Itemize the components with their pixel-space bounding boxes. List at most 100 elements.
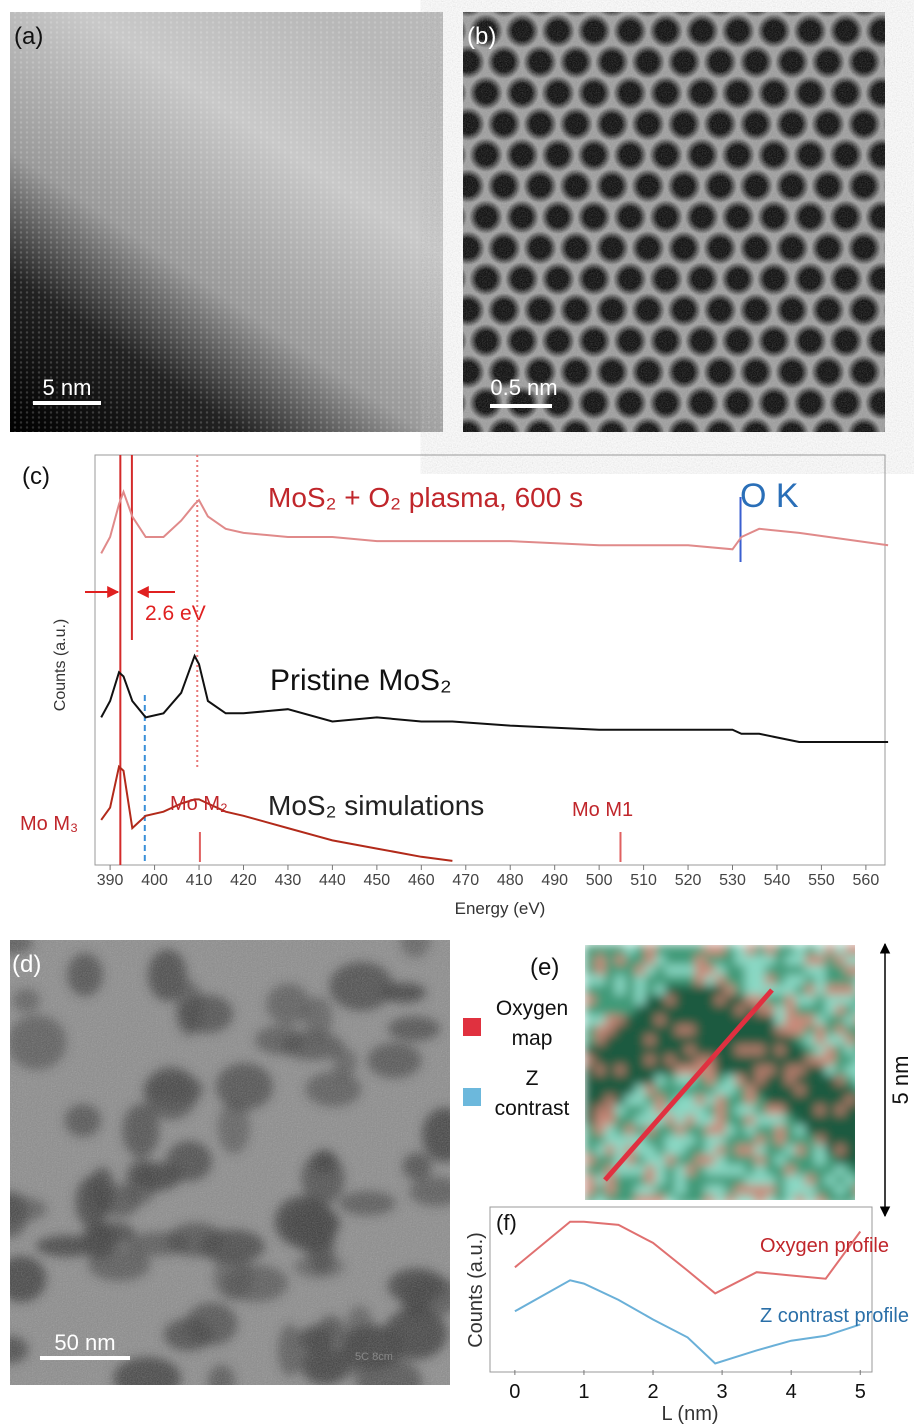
plot-frame bbox=[490, 1207, 872, 1372]
map-pixel bbox=[615, 1075, 625, 1085]
map-pixel bbox=[705, 1135, 715, 1145]
map-pixel bbox=[715, 1085, 725, 1095]
map-pixel bbox=[605, 965, 615, 975]
map-pixel bbox=[835, 1015, 845, 1025]
map-pixel bbox=[695, 1015, 705, 1025]
map-pixel bbox=[635, 965, 645, 975]
map-pixel bbox=[645, 1035, 655, 1045]
map-pixel bbox=[835, 1065, 845, 1075]
map-pixel bbox=[635, 1085, 645, 1095]
map-pixel bbox=[775, 1055, 785, 1065]
map-pixel bbox=[805, 985, 815, 995]
map-pixel bbox=[765, 1145, 775, 1155]
map-pixel bbox=[625, 1185, 635, 1195]
map-pixel bbox=[825, 1175, 835, 1185]
map-pixel bbox=[745, 965, 755, 975]
map-pixel bbox=[595, 1035, 605, 1045]
map-pixel bbox=[625, 1005, 635, 1015]
map-pixel bbox=[595, 1165, 605, 1175]
map-pixel bbox=[765, 1105, 775, 1115]
image-e bbox=[585, 945, 865, 1205]
map-pixel bbox=[835, 1005, 845, 1015]
map-pixel bbox=[585, 1175, 595, 1185]
map-pixel bbox=[845, 1185, 855, 1195]
map-pixel bbox=[745, 1135, 755, 1145]
map-pixel bbox=[635, 975, 645, 985]
map-pixel bbox=[685, 1105, 695, 1115]
map-pixel bbox=[765, 1115, 775, 1125]
x-tick-label: 0 bbox=[509, 1381, 520, 1403]
map-pixel bbox=[655, 985, 665, 995]
map-pixel bbox=[665, 1145, 675, 1155]
map-pixel bbox=[825, 1015, 835, 1025]
map-pixel bbox=[815, 1095, 825, 1105]
map-pixel bbox=[825, 1035, 835, 1045]
map-pixel bbox=[805, 955, 815, 965]
map-pixel bbox=[765, 1055, 775, 1065]
map-pixel bbox=[605, 1185, 615, 1195]
map-pixel bbox=[735, 1185, 745, 1195]
map-pixel bbox=[825, 965, 835, 975]
map-pixel bbox=[585, 1025, 595, 1035]
scale-bar-label: 5 nm bbox=[888, 1056, 913, 1105]
map-pixel bbox=[605, 1035, 615, 1045]
map-pixel bbox=[665, 975, 675, 985]
x-tick-label: 470 bbox=[452, 872, 479, 889]
map-pixel bbox=[845, 1055, 855, 1065]
map-pixel bbox=[785, 1165, 795, 1175]
map-pixel bbox=[605, 1065, 615, 1075]
map-pixel bbox=[685, 1115, 695, 1125]
map-pixel bbox=[785, 955, 795, 965]
map-pixel bbox=[725, 1165, 735, 1175]
map-pixel bbox=[825, 1155, 835, 1165]
map-pixel bbox=[725, 1065, 735, 1075]
map-pixel bbox=[615, 985, 625, 995]
map-pixel bbox=[755, 1035, 765, 1045]
map-pixel bbox=[775, 1045, 785, 1055]
map-pixel bbox=[845, 995, 855, 1005]
map-pixel bbox=[655, 1055, 665, 1065]
map-pixel bbox=[795, 1125, 805, 1135]
map-pixel bbox=[605, 945, 615, 955]
map-pixel bbox=[635, 955, 645, 965]
x-tick-label: 540 bbox=[764, 872, 791, 889]
map-pixel bbox=[585, 995, 595, 1005]
map-pixel bbox=[795, 985, 805, 995]
map-pixel bbox=[745, 995, 755, 1005]
map-pixel bbox=[845, 1175, 855, 1185]
map-pixel bbox=[745, 1105, 755, 1115]
map-pixel bbox=[785, 1135, 795, 1145]
x-tick-label: 1 bbox=[578, 1381, 589, 1403]
map-pixel bbox=[785, 1095, 795, 1105]
map-pixel bbox=[795, 1145, 805, 1155]
map-pixel bbox=[665, 1035, 675, 1045]
map-pixel bbox=[735, 945, 745, 955]
x-tick-label: 520 bbox=[675, 872, 702, 889]
map-pixel bbox=[775, 1195, 785, 1205]
map-pixel bbox=[725, 1085, 735, 1095]
x-tick-label: 390 bbox=[97, 872, 124, 889]
map-pixel bbox=[795, 1015, 805, 1025]
map-pixel bbox=[845, 1155, 855, 1165]
map-pixel bbox=[785, 1015, 795, 1025]
map-pixel bbox=[785, 1025, 795, 1035]
map-pixel bbox=[785, 1125, 795, 1135]
map-pixel bbox=[705, 975, 715, 985]
map-pixel bbox=[615, 975, 625, 985]
map-pixel bbox=[675, 965, 685, 975]
map-pixel bbox=[755, 1015, 765, 1025]
map-pixel bbox=[605, 985, 615, 995]
map-pixel bbox=[745, 1035, 755, 1045]
map-pixel bbox=[795, 1025, 805, 1035]
map-pixel bbox=[815, 1055, 825, 1065]
map-pixel bbox=[805, 1195, 815, 1205]
map-pixel bbox=[595, 1055, 605, 1065]
map-pixel bbox=[745, 985, 755, 995]
map-pixel bbox=[615, 945, 625, 955]
map-pixel bbox=[805, 1145, 815, 1155]
map-pixel bbox=[645, 1075, 655, 1085]
map-pixel bbox=[695, 1185, 705, 1195]
map-pixel bbox=[715, 1185, 725, 1195]
map-pixel bbox=[715, 1145, 725, 1155]
map-pixel bbox=[715, 1075, 725, 1085]
